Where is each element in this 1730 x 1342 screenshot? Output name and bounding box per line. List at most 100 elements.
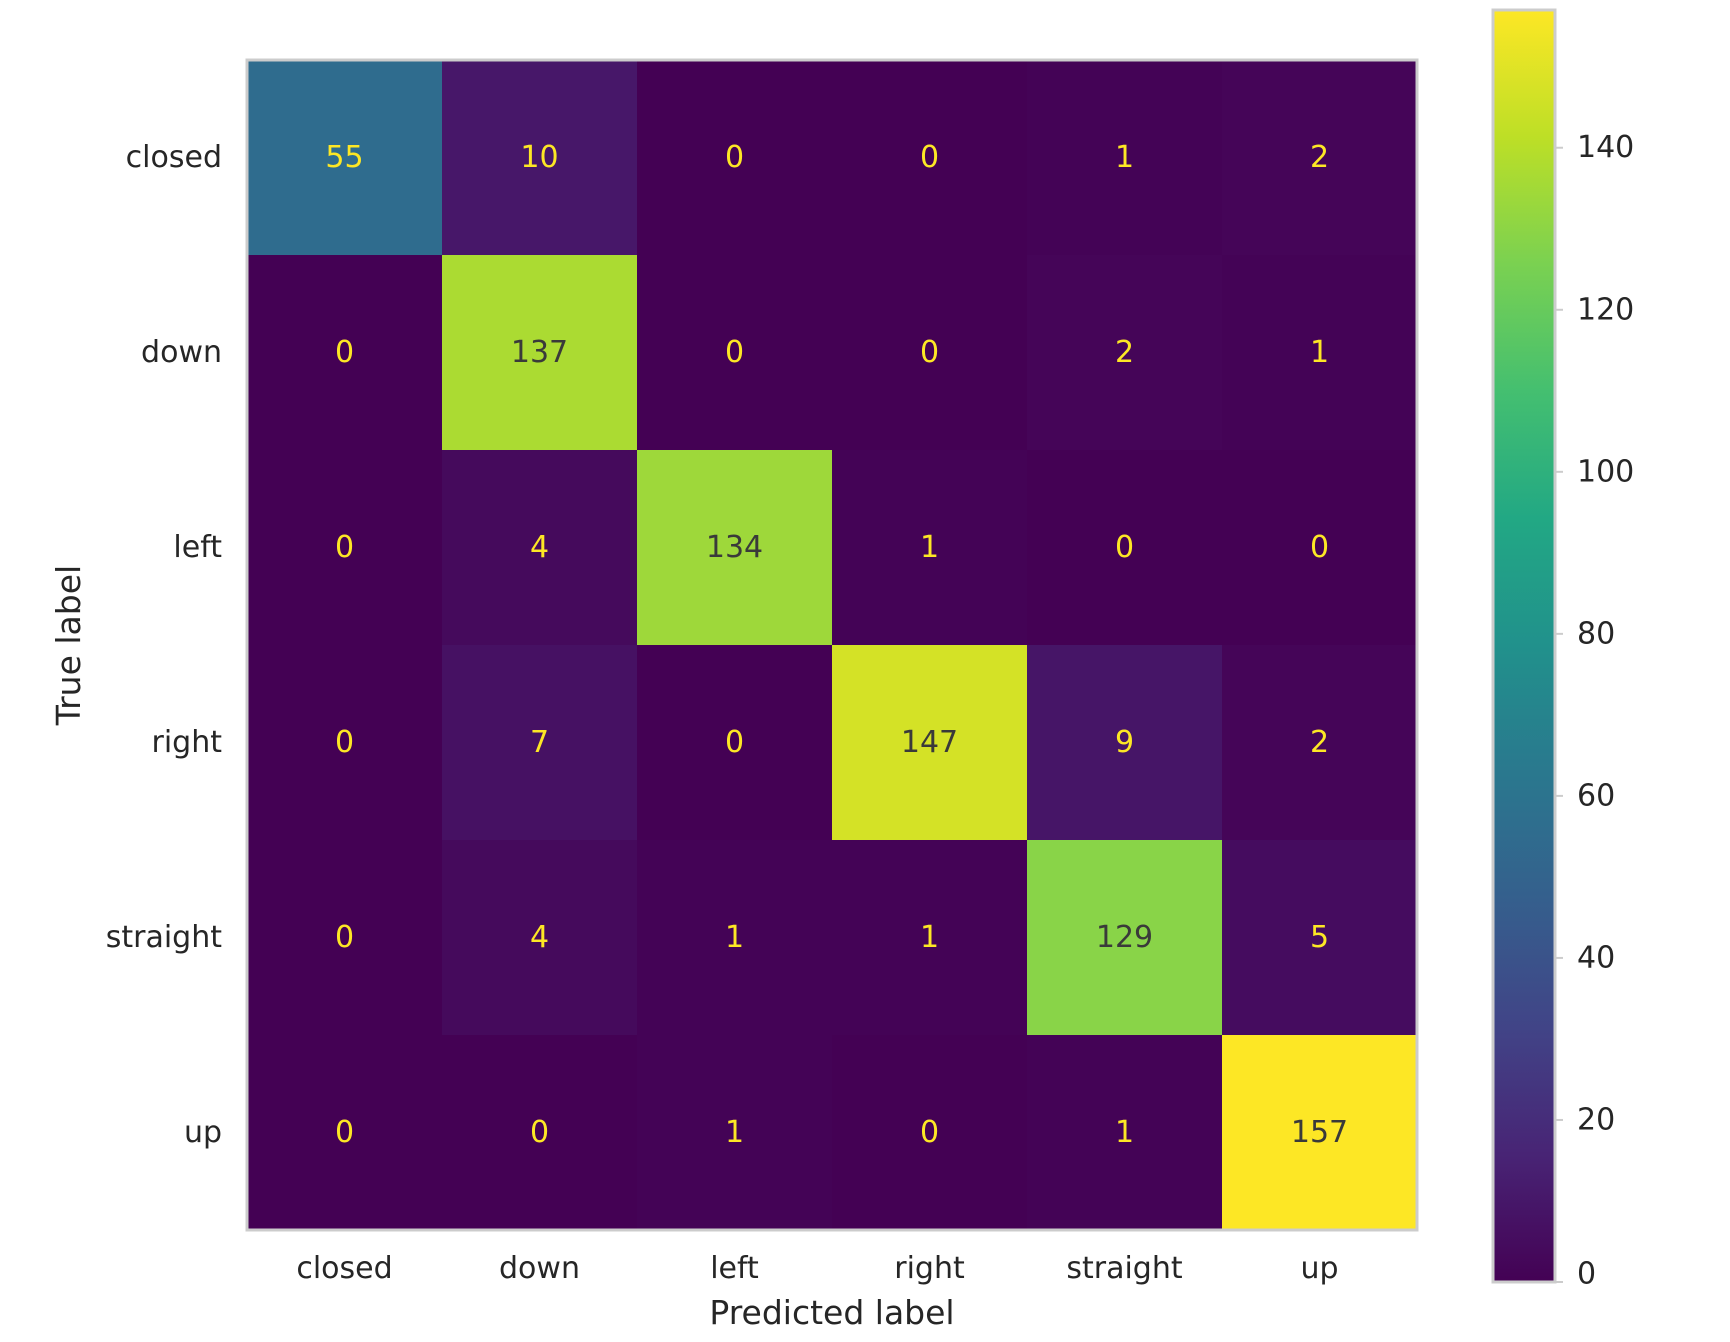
cell-value-label: 0 [530,1115,549,1150]
heatmap-cell [637,60,833,256]
cell-value-label: 0 [920,140,939,175]
cell-value-label: 1 [725,1115,744,1150]
cell-value-label: 147 [901,725,958,760]
cell-value-label: 137 [511,335,568,370]
colorbar-tick-label: 60 [1577,778,1615,813]
cell-value-label: 0 [920,335,939,370]
heatmap-cell [1027,645,1223,841]
cell-value-label: 0 [335,335,354,370]
colorbar [1491,8,1557,1284]
cell-value-label: 55 [325,140,363,175]
y-tick-label: left [173,530,222,565]
colorbar-tick-label: 100 [1577,454,1634,489]
heatmap-cell [637,255,833,451]
heatmap-cell [442,1035,638,1231]
y-axis-title: True label [49,565,88,726]
heatmap-cell [247,60,443,256]
x-tick-label: straight [1066,1251,1183,1286]
heatmap-cell [832,1035,1028,1231]
heatmap-cell [832,450,1028,646]
heatmap-cell [637,645,833,841]
heatmap-cell [247,255,443,451]
cell-value-label: 5 [1310,920,1329,955]
cell-value-label: 9 [1115,725,1134,760]
colorbar-tick-label: 20 [1577,1102,1615,1137]
heatmap-cell [832,255,1028,451]
cell-value-label: 1 [920,920,939,955]
heatmap-cell [832,840,1028,1036]
heatmap-cell [247,450,443,646]
heatmap-cell [637,840,833,1036]
cell-value-label: 0 [920,1115,939,1150]
cell-value-label: 1 [920,530,939,565]
colorbar-tick-label: 40 [1577,940,1615,975]
cell-value-label: 10 [520,140,558,175]
colorbar-tick-label: 140 [1577,130,1634,165]
heatmap-cells [247,60,1418,1231]
cell-value-label: 157 [1291,1115,1348,1150]
cell-value-label: 0 [725,725,744,760]
heatmap-cell [637,450,833,646]
cell-value-label: 0 [1115,530,1134,565]
cell-value-label: 134 [706,530,763,565]
heatmap-cell [1222,60,1418,256]
cell-value-label: 0 [335,530,354,565]
cell-value-label: 1 [1115,1115,1134,1150]
heatmap-cell [1222,450,1418,646]
colorbar-tick-label: 80 [1577,616,1615,651]
cell-value-label: 0 [335,920,354,955]
cell-value-label: 2 [1310,725,1329,760]
y-tick-label: straight [106,920,223,955]
heatmap-cell [442,450,638,646]
heatmap-cell [832,60,1028,256]
y-tick-label: down [141,335,222,370]
y-tick-label: up [184,1115,222,1150]
colorbar-tick-label: 0 [1577,1257,1596,1292]
x-axis-title: Predicted label [709,1293,954,1332]
cell-value-label: 4 [530,920,549,955]
cell-value-label: 0 [335,1115,354,1150]
heatmap-cell [1027,255,1223,451]
heatmap-cell [247,645,443,841]
x-tick-labels: closed down left right straight up [296,1251,1338,1286]
cell-value-label: 129 [1096,920,1153,955]
cell-value-label: 1 [1310,335,1329,370]
heatmap-cell [1222,1035,1418,1231]
colorbar-tick-labels: 0 20 40 60 80 100 120 140 [1555,130,1634,1292]
cell-value-label: 7 [530,725,549,760]
cell-value-label: 4 [530,530,549,565]
colorbar-tick-label: 120 [1577,292,1634,327]
heatmap-cell [442,645,638,841]
heatmap-cell-labels: 55 10 0 0 1 20 137 0 0 2 10 4 134 1 0 00 7 0 147 9 20 4 1 1 129 5… [325,140,1348,1150]
heatmap-cell [247,1035,443,1231]
cell-value-label: 2 [1115,335,1134,370]
cell-value-label: 0 [725,140,744,175]
cell-value-label: 0 [1310,530,1329,565]
heatmap-cell [832,645,1028,841]
heatmap-cell [1222,255,1418,451]
heatmap-cell [247,840,443,1036]
y-tick-label: right [152,725,223,760]
plot-frame [245,58,1419,1232]
cell-value-label: 0 [335,725,354,760]
x-tick-label: closed [296,1251,392,1286]
heatmap-cell [1222,840,1418,1036]
cell-value-label: 1 [725,920,744,955]
cell-value-label: 1 [1115,140,1134,175]
heatmap-cell [1222,645,1418,841]
cell-value-label: 0 [725,335,744,370]
heatmap-cell [1027,60,1223,256]
heatmap-cell [1027,450,1223,646]
heatmap-cell [442,255,638,451]
heatmap-cell [637,1035,833,1231]
heatmap-cell [442,840,638,1036]
x-tick-label: left [710,1251,759,1286]
heatmap-cell [1027,840,1223,1036]
x-tick-label: up [1300,1251,1338,1286]
cell-value-label: 2 [1310,140,1329,175]
y-tick-labels: closed down left right straight up [106,140,223,1150]
x-tick-label: down [499,1251,580,1286]
y-tick-label: closed [126,140,222,175]
x-tick-label: right [894,1251,965,1286]
